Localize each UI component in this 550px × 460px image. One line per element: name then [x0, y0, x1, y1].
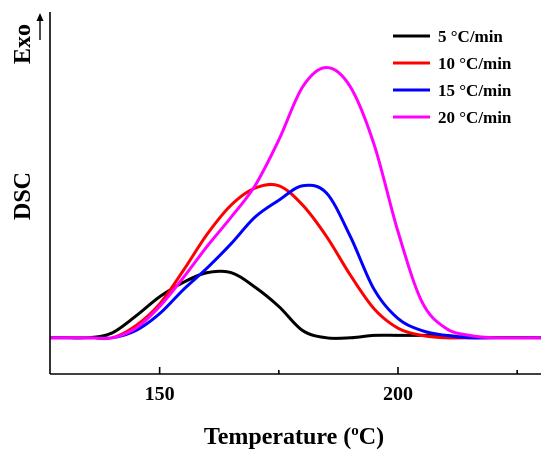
x-axis-title-main: Temperature ( [204, 424, 351, 450]
series-line-0 [50, 269, 541, 340]
legend-label: 5 °C/min [438, 27, 503, 46]
legend-label: 10 °C/min [438, 54, 512, 73]
x-tick-label: 150 [145, 383, 175, 405]
x-axis-title-unit: C) [359, 424, 384, 450]
series-layer [50, 66, 541, 341]
x-tick-label: 200 [383, 383, 413, 405]
series-line-1 [50, 182, 541, 341]
exo-arrow-icon [36, 13, 44, 40]
legend-label: 15 °C/min [438, 81, 512, 100]
legend-label: 20 °C/min [438, 108, 512, 127]
x-axis-title: Temperature (oC) [204, 423, 384, 450]
tick-layer: 150 200 [145, 367, 518, 405]
series-line-2 [50, 183, 541, 340]
exo-label: Exo [10, 24, 36, 64]
legend: 5 °C/min 10 °C/min 15 °C/min 20 °C/min [393, 27, 512, 127]
series-line-3 [50, 66, 541, 341]
x-axis-title-sup: o [351, 423, 359, 439]
y-axis-title: DSC [10, 172, 36, 220]
